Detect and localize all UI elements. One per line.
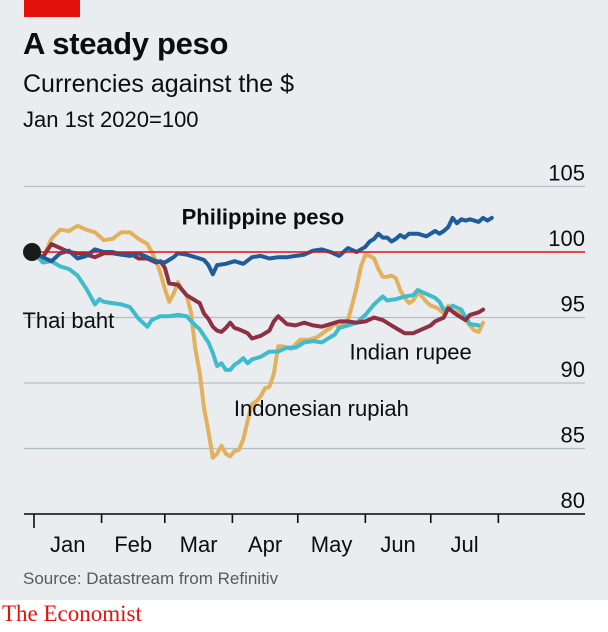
y-tick-label-95: 95 — [561, 292, 585, 317]
y-tick-label-80: 80 — [561, 488, 585, 513]
start-marker-dot — [23, 243, 41, 261]
x-tick-label-apr: Apr — [248, 532, 282, 557]
series-line-indonesian-rupiah — [32, 223, 486, 460]
source-note: Source: Datastream from Refinitiv — [23, 569, 279, 588]
y-tick-label-90: 90 — [561, 357, 585, 382]
y-tick-label-100: 100 — [548, 226, 585, 251]
chart-title: A steady peso — [23, 26, 229, 61]
series-label-thai-baht: Thai baht — [22, 308, 114, 333]
y-tick-label-105: 105 — [548, 161, 585, 186]
x-tick-label-feb: Feb — [114, 532, 152, 557]
x-tick-label-jun: Jun — [380, 532, 415, 557]
x-tick-label-jul: Jul — [450, 532, 478, 557]
brand-red-tag — [24, 0, 80, 17]
series-label-indian-rupee: Indian rupee — [349, 339, 471, 364]
x-tick-label-mar: Mar — [180, 532, 218, 557]
y-tick-label-85: 85 — [561, 423, 585, 448]
index-note: Jan 1st 2020=100 — [23, 107, 199, 132]
line-chart: 80 85 90 95 100 105 Jan Feb Mar Apr May Jun Jul Phili… — [22, 161, 585, 557]
series-line-philippine-peso — [32, 215, 494, 277]
series-label-philippine-peso: Philippine peso — [182, 204, 345, 229]
chart-subtitle: Currencies against the $ — [23, 70, 294, 98]
x-tick-label-may: May — [311, 532, 353, 557]
x-tick-label-jan: Jan — [50, 532, 85, 557]
publisher-logo: The Economist — [2, 601, 142, 626]
series-line-thai-baht — [32, 250, 481, 372]
series-label-indonesian-rupiah: Indonesian rupiah — [234, 396, 409, 421]
